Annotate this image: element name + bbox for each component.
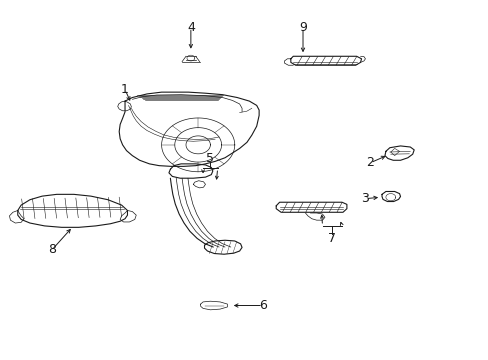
Text: 3: 3 — [361, 192, 368, 205]
Text: 8: 8 — [48, 243, 56, 256]
Text: 9: 9 — [299, 21, 306, 34]
Text: 5: 5 — [206, 152, 214, 165]
Text: 6: 6 — [259, 299, 266, 312]
Text: 2: 2 — [366, 156, 373, 169]
Text: 7: 7 — [327, 231, 336, 244]
Text: 4: 4 — [186, 21, 194, 34]
Text: 1: 1 — [121, 83, 129, 96]
